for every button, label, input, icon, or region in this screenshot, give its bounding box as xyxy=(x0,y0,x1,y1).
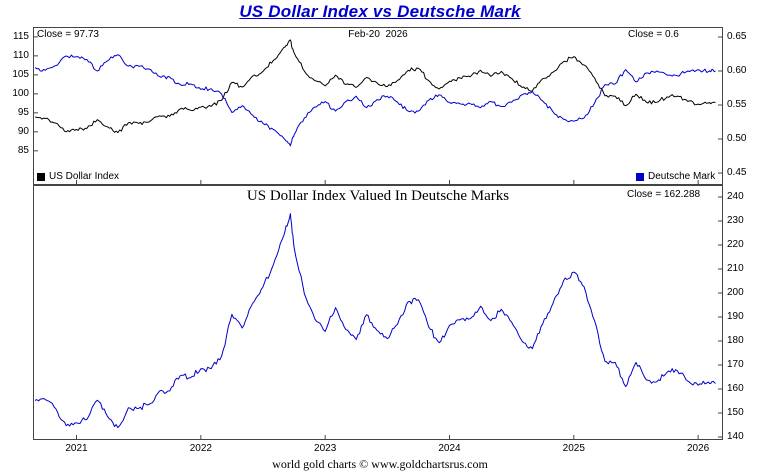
as-of-date-label: Feb-20 2026 xyxy=(348,29,408,40)
usdx-in-dm-close-label: Close = 162.288 xyxy=(627,189,701,200)
deutsche-mark-swatch-icon xyxy=(636,172,644,181)
right-axis-tick-label: 170 xyxy=(727,359,744,370)
right-axis-tick-label: 180 xyxy=(727,335,744,346)
right-axis-tick-label: 0.50 xyxy=(727,133,747,145)
left-axis-tick-label: 105 xyxy=(12,68,29,80)
left-axis-tick-label: 100 xyxy=(12,87,29,99)
left-axis-tick-label: 90 xyxy=(17,125,29,137)
right-axis-tick-label: 230 xyxy=(727,215,744,226)
right-axis-tick-label: 210 xyxy=(727,263,744,274)
chart-title: US Dollar Index vs Deutsche Mark xyxy=(239,2,521,21)
right-axis-tick-label: 220 xyxy=(727,239,744,250)
right-axis-tick-label: 0.55 xyxy=(727,99,747,110)
right-axis-tick-label: 140 xyxy=(727,431,744,442)
x-axis-year-label: 2025 xyxy=(562,443,585,454)
right-axis-tick-label: 160 xyxy=(727,383,744,394)
right-axis-tick-label: 240 xyxy=(727,191,744,202)
us-dollar-index-legend-label: US Dollar Index xyxy=(49,171,120,182)
right-axis-tick-label: 150 xyxy=(727,407,744,418)
deutsche-mark-legend-label: Deutsche Mark xyxy=(648,171,716,182)
right-axis-tick-label: 0.60 xyxy=(727,65,747,76)
x-axis-year-label: 2023 xyxy=(314,443,337,454)
x-axis-year-label: 2021 xyxy=(65,443,88,454)
x-axis-year-label: 2024 xyxy=(438,443,461,454)
left-axis-tick-label: 115 xyxy=(13,30,29,42)
x-axis-year-label: 2022 xyxy=(189,443,212,454)
left-axis-tick-label: 110 xyxy=(13,49,29,61)
legend-deutsche-mark: Deutsche Mark xyxy=(636,171,715,182)
right-axis-tick-label: 200 xyxy=(727,287,744,298)
deutsche-mark-close-label: Close = 0.6 xyxy=(628,29,679,40)
us-dollar-index-swatch-icon xyxy=(37,172,45,181)
left-axis-tick-label: 85 xyxy=(17,144,29,156)
bottom-chart-title: US Dollar Index Valued In Deutsche Marks xyxy=(246,188,510,204)
x-axis-year-label: 2026 xyxy=(687,443,710,454)
right-axis-tick-label: 0.45 xyxy=(727,167,747,179)
right-axis-tick-label: 190 xyxy=(727,311,744,322)
legend-us-dollar-index: US Dollar Index xyxy=(37,171,119,182)
footer-credit: world gold charts © www.goldchartsrus.co… xyxy=(272,457,488,471)
us-dollar-index-close-label: Close = 97.73 xyxy=(37,29,99,40)
top-chart-plot-area xyxy=(33,27,723,185)
bottom-chart-plot-area xyxy=(33,185,723,440)
left-axis-tick-label: 95 xyxy=(17,106,29,118)
right-axis-tick-label: 0.65 xyxy=(727,30,747,42)
